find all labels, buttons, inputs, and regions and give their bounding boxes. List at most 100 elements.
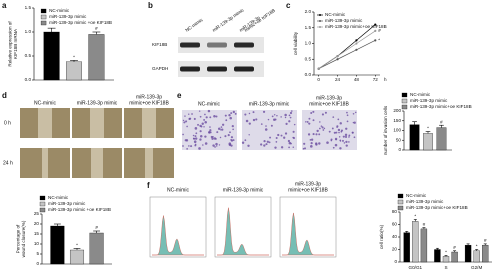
- invasion-cell: [192, 137, 195, 140]
- wound-gap: [145, 148, 153, 178]
- invasion-cell: [229, 131, 231, 134]
- point: [317, 67, 320, 70]
- invasion-cell: [339, 140, 342, 142]
- invasion-cell: [260, 123, 263, 125]
- invasion-cell: [284, 132, 288, 135]
- invasion-cell: [288, 120, 291, 123]
- invasion-cell: [188, 145, 190, 147]
- invasion-cell: [185, 139, 189, 142]
- invasion-cell: [199, 115, 202, 118]
- legend-swatch: [397, 193, 404, 199]
- point: [355, 39, 358, 42]
- invasion-cell: [273, 114, 276, 116]
- invasion-cell: [290, 142, 292, 145]
- significance-marker: #: [423, 222, 426, 227]
- blot-band: [234, 66, 254, 72]
- bar: [43, 31, 60, 81]
- invasion-cell: [292, 136, 296, 140]
- invasion-cell: [312, 133, 315, 136]
- invasion-column-label: miR-139-3p mimic: [249, 101, 290, 107]
- bar: [482, 244, 489, 263]
- invasion-cell: [182, 145, 184, 147]
- invasion-cell: [337, 128, 341, 132]
- invasion-cell: [197, 123, 199, 126]
- blot-column-label: mimic+oe KIF18B: [243, 8, 276, 33]
- y-tick-label: 0: [36, 261, 39, 266]
- invasion-column-label: NC-mimic: [198, 101, 220, 107]
- invasion-cell: [318, 133, 321, 136]
- blot-band: [180, 66, 200, 72]
- x-tick-label: 72: [373, 77, 379, 82]
- flow-title: miR-139-3p mimic: [223, 187, 264, 193]
- wound-column-label: NC-mimic: [34, 100, 56, 106]
- invasion-cell: [200, 125, 203, 128]
- y-tick-label: 0: [398, 147, 401, 152]
- y-axis-label: KIF18B mRNA: [13, 28, 18, 59]
- significance-marker: *: [414, 214, 416, 219]
- invasion-cell: [330, 139, 333, 142]
- invasion-cell: [274, 146, 277, 149]
- wound-row-label: 0 h: [4, 120, 11, 126]
- legend-swatch: [401, 92, 408, 98]
- invasion-cell: [199, 134, 203, 138]
- legend-label: NC-mimic: [49, 8, 70, 13]
- invasion-cell: [323, 127, 326, 130]
- invasion-cell: [289, 111, 293, 115]
- invasion-cell: [284, 113, 287, 117]
- invasion-cell: [199, 130, 202, 133]
- wound-column-label: mimic+oe KIF18B: [129, 100, 169, 106]
- invasion-cell: [221, 123, 225, 126]
- y-tick-label: 0.5: [305, 56, 312, 61]
- legend-label: NC-mimic: [406, 193, 427, 198]
- invasion-cell: [332, 116, 335, 118]
- invasion-cell: [336, 125, 339, 128]
- invasion-image: [242, 110, 297, 150]
- bar: [88, 34, 105, 81]
- invasion-cell: [229, 116, 232, 120]
- y-tick-label: 80: [392, 209, 398, 214]
- invasion-cell: [348, 134, 351, 137]
- invasion-cell: [345, 127, 348, 130]
- invasion-cell: [265, 143, 268, 146]
- invasion-cell: [205, 116, 208, 119]
- wound-row-label: 24 h: [3, 160, 13, 166]
- legend-swatch: [319, 14, 321, 16]
- invasion-cell: [225, 119, 228, 122]
- bar: [403, 232, 410, 263]
- invasion-cell: [198, 147, 201, 150]
- panel-label: a: [2, 1, 7, 10]
- invasion-cell: [221, 128, 224, 131]
- y-axis-label: cell ratio(%): [379, 224, 384, 249]
- invasion-cell: [203, 118, 206, 121]
- invasion-cell: [338, 136, 341, 138]
- blot-row-label: GAPDH: [152, 66, 168, 71]
- invasion-cell: [277, 133, 280, 137]
- flow-title: miR-139-3p: [295, 181, 321, 187]
- invasion-cell: [267, 118, 270, 121]
- invasion-cell: [230, 112, 233, 115]
- bar: [69, 249, 85, 265]
- invasion-cell: [326, 141, 329, 144]
- invasion-cell: [188, 113, 190, 115]
- invasion-cell: [244, 139, 247, 142]
- invasion-cell: [183, 121, 186, 124]
- wound-column-label: miR-139-3p: [136, 94, 162, 100]
- invasion-cell: [194, 137, 198, 140]
- invasion-cell: [199, 138, 202, 141]
- invasion-cell: [315, 143, 318, 146]
- invasion-cell: [309, 139, 312, 141]
- y-tick-label: 15: [34, 231, 40, 236]
- invasion-cell: [321, 126, 324, 129]
- invasion-cell: [192, 134, 195, 137]
- legend-swatch: [397, 199, 404, 205]
- bar: [412, 221, 419, 263]
- invasion-cell: [302, 147, 305, 150]
- invasion-cell: [346, 114, 349, 117]
- panel-label: b: [148, 1, 153, 10]
- legend-swatch: [40, 20, 47, 26]
- line: [318, 40, 376, 70]
- y-tick-label: 0: [394, 259, 397, 264]
- significance-marker: *: [73, 55, 75, 60]
- invasion-cell: [219, 136, 222, 139]
